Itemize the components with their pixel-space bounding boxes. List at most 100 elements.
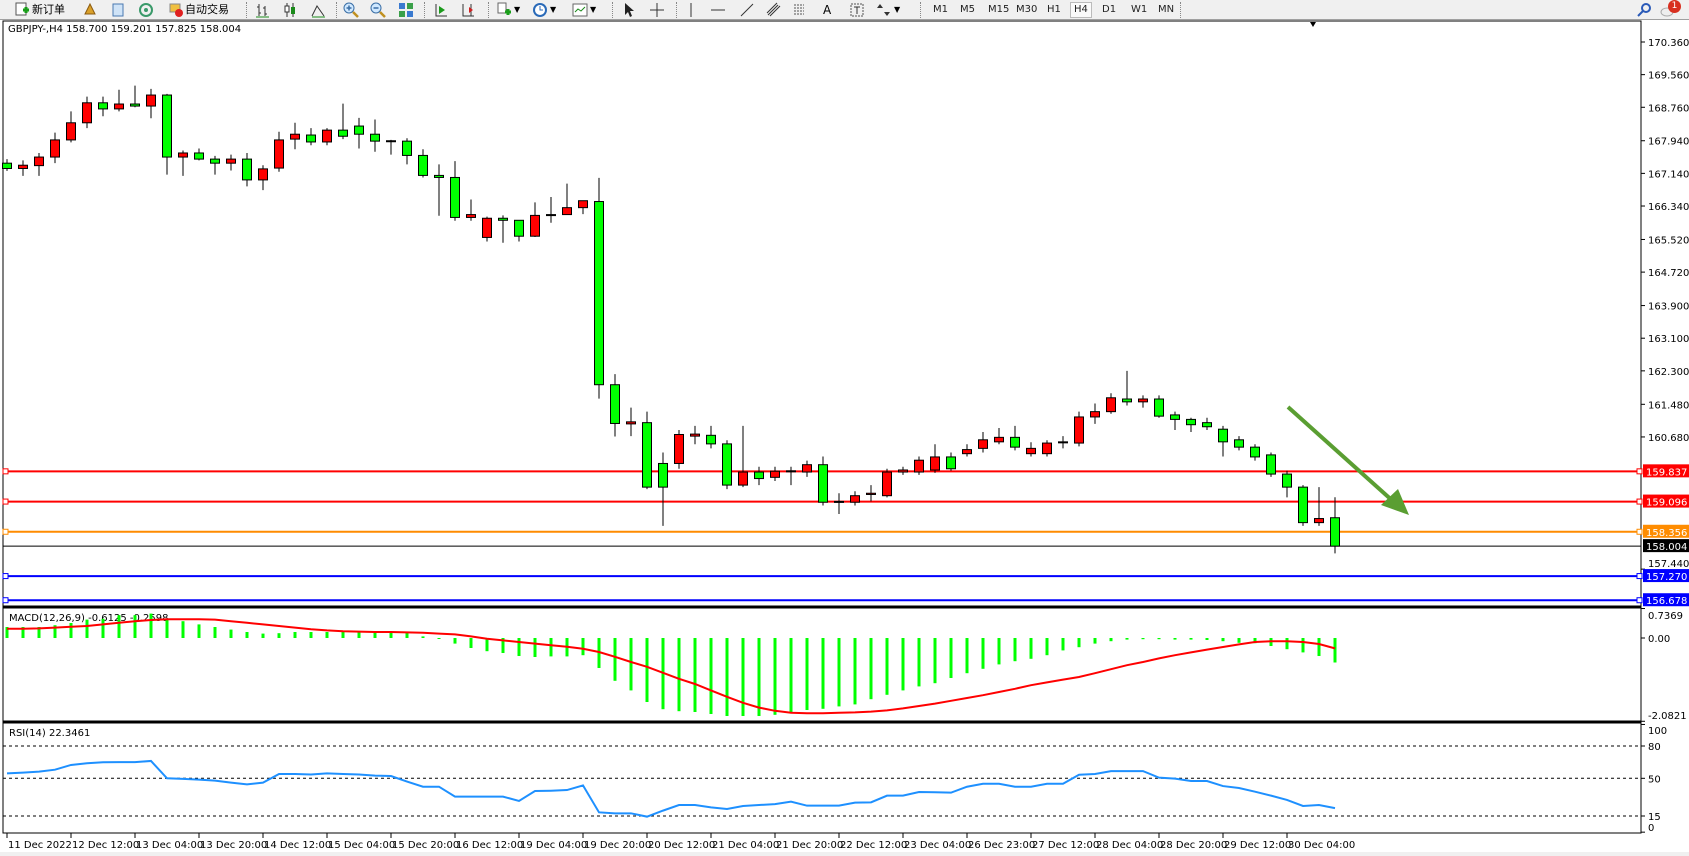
channel-button[interactable] bbox=[766, 1, 782, 19]
candlestick-button[interactable] bbox=[282, 1, 298, 19]
macd-histogram-bar bbox=[309, 632, 313, 638]
macd-histogram-bar bbox=[1333, 638, 1337, 663]
candle bbox=[978, 432, 988, 453]
macd-histogram-bar bbox=[453, 638, 457, 644]
line-chart-button[interactable] bbox=[310, 1, 326, 19]
macd-tick-label: 0.00 bbox=[1648, 634, 1670, 645]
text-button[interactable]: A bbox=[823, 1, 831, 19]
zoom-out-button[interactable] bbox=[370, 1, 386, 19]
macd-histogram-bar bbox=[21, 627, 25, 638]
time-tick-label: 20 Dec 12:00 bbox=[648, 840, 715, 851]
time-tick-label: 28 Dec 20:00 bbox=[1160, 840, 1227, 851]
candle-body bbox=[18, 164, 28, 169]
timeframe-h1[interactable]: H1 bbox=[1047, 4, 1061, 15]
horizontal-line-icon bbox=[711, 9, 725, 11]
timeframe-d1[interactable]: D1 bbox=[1102, 4, 1117, 15]
gold-button[interactable] bbox=[82, 1, 98, 19]
candle-body bbox=[1202, 422, 1212, 428]
fibonacci-icon bbox=[794, 4, 804, 15]
candle bbox=[1154, 395, 1164, 418]
macd-histogram-bar bbox=[757, 638, 761, 716]
cursor-button[interactable] bbox=[621, 1, 637, 19]
crosshair-button[interactable] bbox=[649, 1, 665, 19]
auto-trade-button[interactable]: 自动交易 bbox=[168, 1, 229, 19]
macd-histogram-bar bbox=[133, 615, 137, 638]
tile-windows-button[interactable] bbox=[398, 1, 414, 19]
candle-body bbox=[978, 439, 988, 449]
indicators-button[interactable]: ▼ bbox=[496, 1, 520, 19]
macd-histogram-bar bbox=[261, 633, 265, 638]
candle-body bbox=[466, 214, 476, 218]
text-label-button[interactable] bbox=[849, 1, 865, 19]
macd-histogram-bar bbox=[1045, 638, 1049, 656]
new-order-button[interactable]: 新订单 bbox=[14, 1, 65, 19]
candle bbox=[1090, 403, 1100, 424]
timeframe-m5[interactable]: M5 bbox=[960, 4, 975, 15]
fibonacci-button[interactable] bbox=[793, 1, 809, 19]
macd-histogram-bar bbox=[341, 632, 345, 638]
bar-chart-button[interactable] bbox=[254, 1, 270, 19]
candle-body bbox=[402, 140, 412, 156]
macd-signal-line bbox=[7, 618, 1336, 715]
market-watch-button[interactable] bbox=[110, 1, 126, 19]
macd-histogram-bar bbox=[949, 638, 953, 678]
candle-body bbox=[226, 158, 236, 164]
level-price-label: 159.837 bbox=[1646, 467, 1687, 478]
macd-histogram-bar bbox=[533, 638, 537, 657]
macd-histogram-bar bbox=[389, 632, 393, 638]
time-tick-label: 21 Dec 20:00 bbox=[776, 840, 843, 851]
candle bbox=[130, 85, 140, 108]
price-tick-label: 163.900 bbox=[1648, 302, 1689, 313]
macd-tick-label: 0.7369 bbox=[1648, 611, 1683, 622]
zoom-in-button[interactable] bbox=[343, 1, 359, 19]
periods-button[interactable]: ▼ bbox=[532, 1, 556, 19]
macd-histogram-bar bbox=[1285, 638, 1289, 650]
candle bbox=[722, 440, 732, 490]
candle bbox=[642, 411, 652, 490]
price-tick-label: 166.340 bbox=[1648, 202, 1689, 213]
macd-histogram-bar bbox=[1317, 638, 1321, 656]
arrows-button[interactable]: ▼ bbox=[876, 1, 900, 19]
new-order-label: 新订单 bbox=[32, 3, 65, 16]
trendline-button[interactable] bbox=[739, 1, 755, 19]
candle-body bbox=[1042, 442, 1052, 455]
macd-histogram-bar bbox=[869, 638, 873, 700]
search-button[interactable] bbox=[1636, 1, 1652, 19]
candle bbox=[610, 374, 620, 437]
vertical-line-button[interactable] bbox=[683, 1, 699, 19]
chart-shift-button[interactable] bbox=[460, 1, 476, 19]
time-tick-label: 29 Dec 12:00 bbox=[1224, 840, 1291, 851]
trendline-icon bbox=[740, 3, 754, 17]
rsi-title: RSI(14) 22.3461 bbox=[9, 728, 90, 739]
candle bbox=[82, 96, 92, 129]
candle-body bbox=[1058, 441, 1068, 444]
candle bbox=[1250, 444, 1260, 461]
candle-body bbox=[594, 201, 604, 386]
timeframe-mn[interactable]: MN bbox=[1158, 4, 1175, 15]
candle-body bbox=[290, 133, 300, 140]
timeframe-h4[interactable]: H4 bbox=[1070, 2, 1092, 18]
notifications-button[interactable]: 1 bbox=[1660, 0, 1681, 19]
templates-button[interactable]: ▼ bbox=[572, 1, 596, 19]
candle bbox=[930, 444, 940, 473]
timeframe-m15[interactable]: M15 bbox=[988, 4, 1010, 15]
level-price-label: 159.096 bbox=[1646, 498, 1687, 509]
candle bbox=[66, 111, 76, 143]
dropdown-arrow-icon: ▼ bbox=[894, 5, 901, 14]
level-price-badge bbox=[1643, 464, 1689, 478]
auto-scroll-button[interactable] bbox=[433, 1, 449, 19]
horizontal-line-button[interactable] bbox=[710, 1, 726, 19]
rsi-line bbox=[6, 759, 1336, 818]
timeframe-w1[interactable]: W1 bbox=[1131, 4, 1148, 15]
macd-histogram-bar bbox=[821, 638, 825, 709]
candle bbox=[786, 466, 796, 486]
signals-button[interactable] bbox=[138, 1, 154, 19]
macd-histogram-bar bbox=[1061, 638, 1065, 651]
candle-body bbox=[898, 469, 908, 473]
macd-histogram-bar bbox=[69, 623, 73, 638]
timeframe-m1[interactable]: M1 bbox=[933, 4, 948, 15]
timeframe-m30[interactable]: M30 bbox=[1016, 4, 1038, 15]
auto-trade-label: 自动交易 bbox=[185, 3, 229, 16]
macd-histogram-bar bbox=[405, 632, 409, 638]
